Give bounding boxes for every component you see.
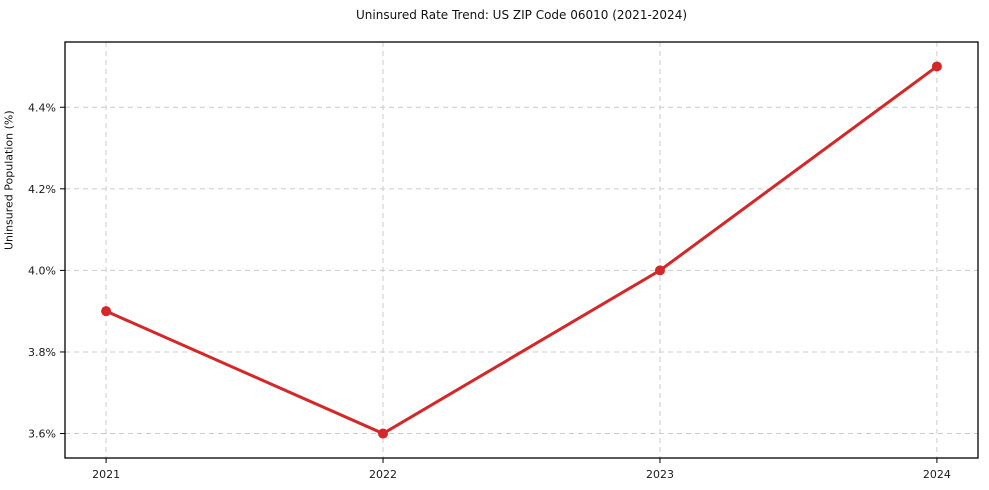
chart-title: Uninsured Rate Trend: US ZIP Code 06010 … [355,8,688,22]
x-tick-label: 2024 [923,468,951,481]
y-tick-label: 4.0% [28,264,56,277]
y-tick-label: 4.2% [28,183,56,196]
y-axis-label-text: Uninsured Population (%) [2,110,16,250]
x-tick-label: 2021 [92,468,120,481]
y-tick-label: 3.6% [28,428,56,441]
data-point-marker [931,61,942,72]
trend-line [104,64,939,436]
plot-border [64,41,979,459]
data-point-marker [654,265,665,276]
data-point-marker [101,306,112,317]
x-tick-label: 2022 [369,468,397,481]
x-tick-label: 2023 [646,468,674,481]
y-tick-label: 4.4% [28,101,56,114]
y-tick-label: 3.8% [28,346,56,359]
data-point-marker [378,428,389,439]
